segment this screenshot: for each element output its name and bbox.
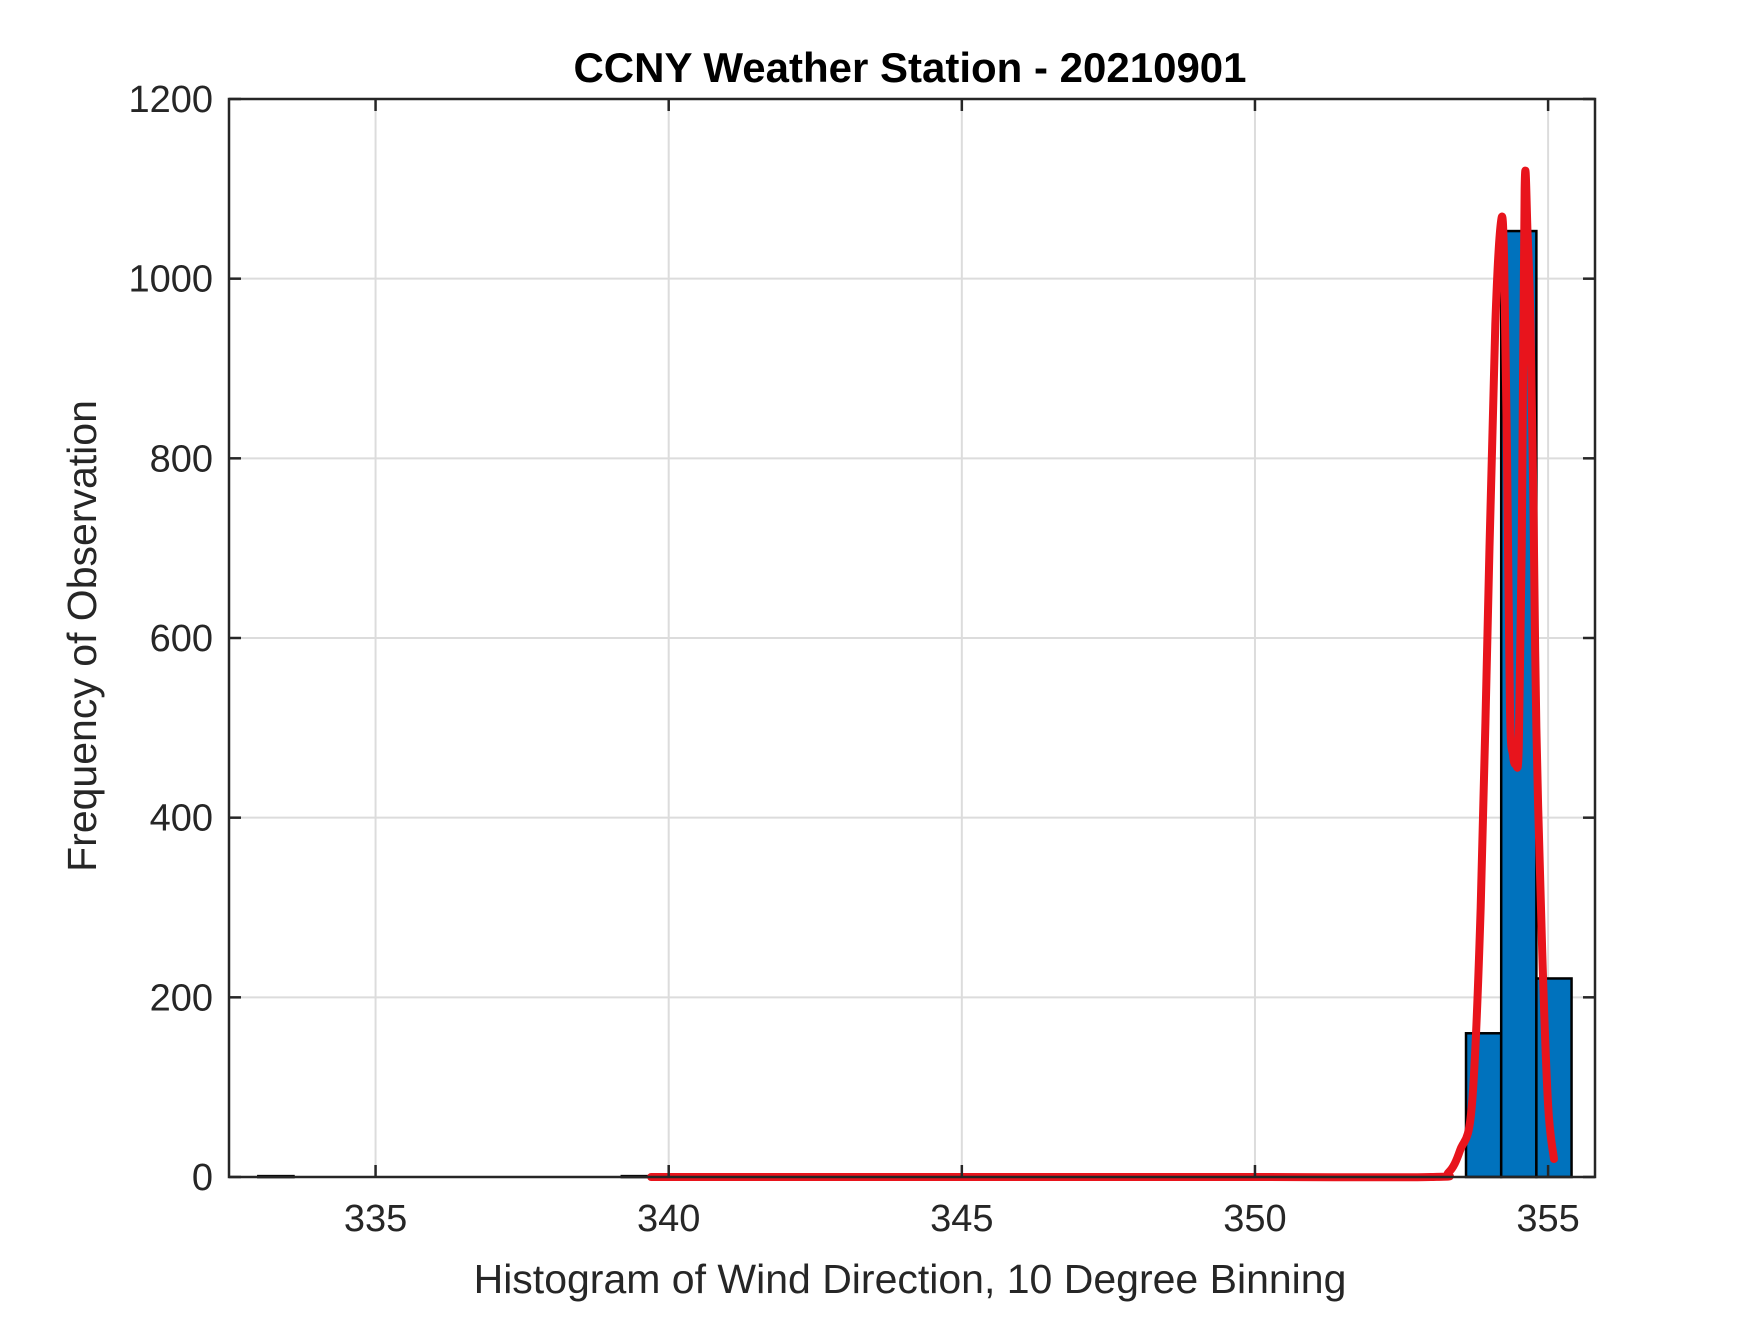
tick-labels: 335 340 345 350 355 0 200 400 600 800 1000 1200 bbox=[128, 79, 1579, 1240]
y-tick-label: 1200 bbox=[128, 79, 213, 121]
axes bbox=[227, 97, 1597, 1179]
y-tick-label: 200 bbox=[150, 977, 213, 1019]
y-axis-label: Frequency of Observation bbox=[59, 400, 105, 872]
y-tick-label: 0 bbox=[192, 1157, 213, 1199]
chart-title: CCNY Weather Station - 20210901 bbox=[573, 44, 1246, 91]
x-tick-label: 340 bbox=[637, 1198, 700, 1240]
y-tick-label: 600 bbox=[150, 618, 213, 660]
y-tick-label: 1000 bbox=[128, 259, 213, 301]
x-tick-label: 335 bbox=[344, 1198, 407, 1240]
x-axis-label: Histogram of Wind Direction, 10 Degree B… bbox=[474, 1256, 1347, 1302]
grid-lines bbox=[229, 98, 1595, 1178]
x-tick-label: 350 bbox=[1223, 1198, 1286, 1240]
y-tick-label: 400 bbox=[150, 798, 213, 840]
x-tick-label: 355 bbox=[1516, 1198, 1579, 1240]
x-tick-label: 345 bbox=[930, 1198, 993, 1240]
y-tick-label: 800 bbox=[150, 438, 213, 480]
